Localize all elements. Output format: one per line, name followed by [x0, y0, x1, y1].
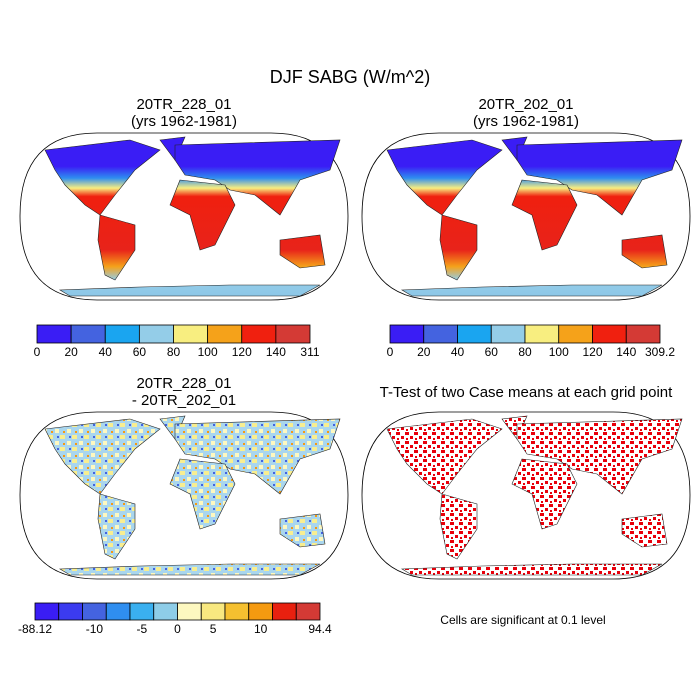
colorbar-box [272, 602, 297, 621]
panel-title: 20TR_202_01 [478, 96, 573, 113]
colorbar-label: 80 [167, 345, 181, 359]
colorbar-box [36, 324, 72, 344]
colorbar-label: 20 [64, 345, 78, 359]
colorbar-label: 100 [549, 345, 569, 359]
panel-note: Cells are significant at 0.1 level [440, 613, 605, 627]
map-panel [19, 132, 349, 301]
colorbar-box [490, 324, 526, 344]
colorbar-box [275, 324, 311, 344]
colorbar-box [248, 602, 273, 621]
colorbar-box [34, 602, 60, 621]
colorbar-box [241, 324, 277, 344]
colorbar-box [104, 324, 140, 344]
colorbar-label: 309.2 [645, 345, 675, 359]
colorbar-box [200, 602, 226, 621]
map-panel [361, 411, 691, 580]
colorbar-box [129, 602, 155, 621]
colorbar-label: -5 [137, 622, 148, 636]
colorbar-label: -10 [86, 622, 104, 636]
colorbar-box [105, 602, 131, 621]
panel-title: (yrs 1962-1981) [473, 113, 579, 130]
colorbar-box [82, 602, 107, 621]
colorbar-box [457, 324, 492, 344]
colorbar-label: 311 [300, 345, 319, 359]
colorbar-box [138, 324, 174, 344]
colorbar-label: 80 [518, 345, 532, 359]
colorbar-box [70, 324, 106, 344]
colorbar-box [153, 602, 178, 621]
colorbar-box [173, 324, 209, 344]
colorbar-label: 0 [387, 345, 394, 359]
panel-title: 20TR_228_01 [136, 375, 231, 392]
panel-title: 20TR_228_01 [136, 96, 231, 113]
colorbar-box [524, 324, 560, 344]
colorbar-box [295, 602, 321, 621]
colorbar-label: 120 [232, 345, 252, 359]
colorbar-label: 5 [210, 622, 217, 636]
colorbar-box [592, 324, 627, 344]
map-panel [361, 132, 691, 301]
colorbar-box [224, 602, 250, 621]
colorbar-label: 40 [99, 345, 113, 359]
colorbar-label: -88.12 [18, 622, 52, 636]
colorbar-box [207, 324, 243, 344]
figure-title: DJF SABG (W/m^2) [270, 67, 430, 87]
colorbar-box [58, 602, 83, 621]
colorbar-label: 120 [582, 345, 602, 359]
panel-title: - 20TR_202_01 [132, 392, 236, 409]
colorbar-label: 40 [451, 345, 465, 359]
colorbar-label: 0 [174, 622, 181, 636]
colorbar-label: 94.4 [308, 622, 332, 636]
colorbar-box [177, 602, 202, 621]
colorbar-label: 20 [417, 345, 431, 359]
colorbar-label: 60 [485, 345, 499, 359]
colorbar-label: 140 [266, 345, 286, 359]
map-panel [19, 411, 349, 580]
colorbar-box [423, 324, 458, 344]
panel-title: (yrs 1962-1981) [131, 113, 237, 130]
colorbar-label: 60 [133, 345, 147, 359]
colorbar-label: 100 [198, 345, 218, 359]
colorbar-box [625, 324, 661, 344]
panel-title: T-Test of two Case means at each grid po… [380, 384, 673, 401]
colorbar-box [558, 324, 593, 344]
colorbar-label: 140 [616, 345, 636, 359]
colorbar-label: 0 [34, 345, 41, 359]
colorbar-label: 10 [254, 622, 268, 636]
colorbar-box [389, 324, 425, 344]
